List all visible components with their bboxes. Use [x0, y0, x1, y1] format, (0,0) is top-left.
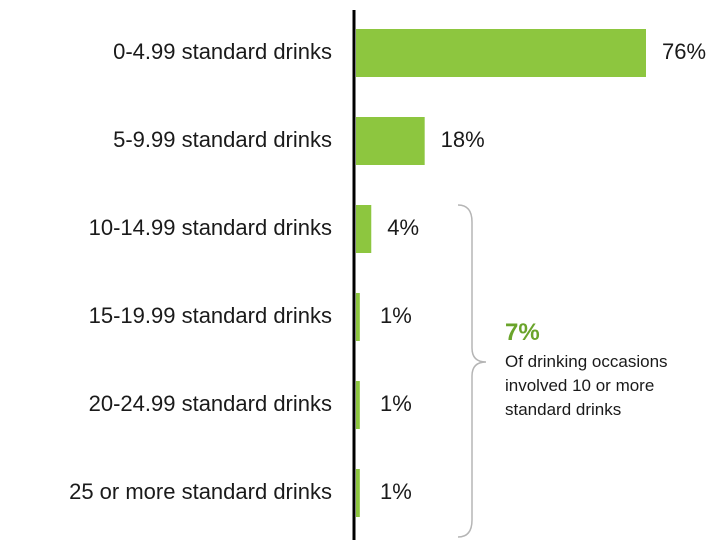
callout-line-3: standard drinks — [505, 400, 621, 419]
category-label: 5-9.99 standard drinks — [113, 127, 332, 152]
callout-line-2: involved 10 or more — [505, 376, 654, 395]
bar — [356, 117, 425, 165]
bars-group — [356, 29, 646, 517]
category-label: 0-4.99 standard drinks — [113, 39, 332, 64]
category-label: 15-19.99 standard drinks — [89, 303, 332, 328]
callout-line-1: Of drinking occasions — [505, 352, 668, 371]
value-label: 1% — [380, 303, 412, 328]
bar — [356, 293, 360, 341]
category-label: 20-24.99 standard drinks — [89, 391, 332, 416]
callout-percent: 7% — [505, 319, 540, 346]
value-label: 4% — [387, 215, 419, 240]
category-labels-group: 0-4.99 standard drinks 5-9.99 standard dr… — [69, 39, 332, 504]
value-label: 76% — [662, 39, 706, 64]
value-label: 1% — [380, 479, 412, 504]
bar — [356, 29, 646, 77]
value-label: 1% — [380, 391, 412, 416]
value-label: 18% — [441, 127, 485, 152]
bar — [356, 205, 372, 253]
bracket — [457, 204, 487, 538]
bar — [356, 469, 360, 517]
bar — [356, 381, 360, 429]
category-label: 25 or more standard drinks — [69, 479, 332, 504]
value-labels-group: 76% 18% 4% 1% 1% 1% — [380, 39, 706, 504]
category-label: 10-14.99 standard drinks — [89, 215, 332, 240]
